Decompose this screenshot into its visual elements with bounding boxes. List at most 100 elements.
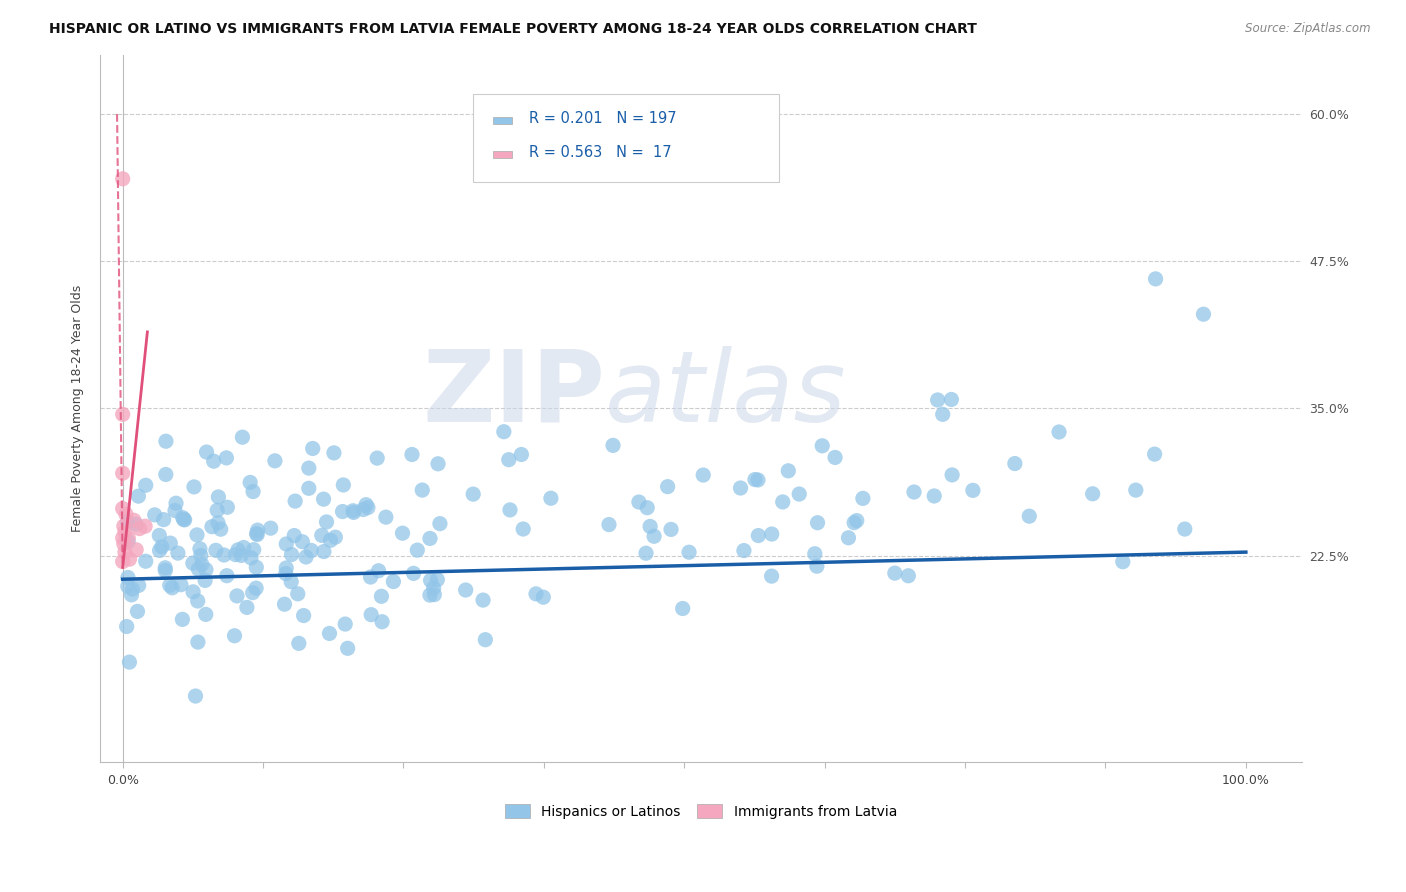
Point [155, 561, 177, 575]
Point [472, 593, 495, 607]
Point [852, 491, 875, 506]
Point [401, 448, 423, 462]
Point [342, 504, 364, 518]
Point [226, 542, 249, 557]
Point [492, 425, 515, 439]
Point [111, 501, 134, 516]
Point [242, 542, 264, 557]
Point [128, 578, 150, 592]
Point [239, 475, 262, 490]
Point [1144, 272, 1167, 286]
Point [165, 496, 187, 510]
Point [352, 502, 374, 516]
Point [301, 442, 323, 456]
Point [659, 523, 682, 537]
Point [287, 587, 309, 601]
Text: atlas: atlas [605, 346, 846, 442]
Point [111, 555, 134, 569]
Point [332, 478, 354, 492]
Point [299, 543, 322, 558]
Point [897, 568, 920, 582]
Point [1081, 487, 1104, 501]
Point [634, 546, 657, 560]
Point [173, 512, 195, 526]
Point [280, 574, 302, 589]
Point [181, 584, 204, 599]
Point [280, 548, 302, 562]
Point [148, 528, 170, 542]
Point [837, 531, 859, 545]
Point [499, 503, 522, 517]
Point [186, 528, 208, 542]
Point [128, 522, 150, 536]
Point [787, 487, 810, 501]
Point [202, 454, 225, 468]
Point [115, 619, 138, 633]
Point [194, 574, 217, 588]
Point [215, 450, 238, 465]
Point [747, 528, 769, 542]
Point [1125, 483, 1147, 497]
Point [292, 608, 315, 623]
Point [474, 632, 496, 647]
Point [325, 530, 347, 544]
Point [226, 589, 249, 603]
Point [657, 480, 679, 494]
Point [224, 629, 246, 643]
Point [429, 516, 451, 531]
Point [1192, 307, 1215, 321]
Point [127, 604, 149, 618]
Point [747, 473, 769, 487]
Point [167, 546, 190, 560]
Point [191, 558, 214, 572]
Text: HISPANIC OR LATINO VS IMMIGRANTS FROM LATVIA FEMALE POVERTY AMONG 18-24 YEAR OLD: HISPANIC OR LATINO VS IMMIGRANTS FROM LA… [49, 22, 977, 37]
Point [246, 526, 269, 541]
Point [360, 570, 382, 584]
Point [209, 522, 232, 536]
Point [231, 430, 253, 444]
Point [187, 562, 209, 576]
Point [112, 537, 135, 551]
Point [692, 468, 714, 483]
Point [117, 570, 139, 584]
Point [181, 556, 204, 570]
Point [232, 541, 254, 555]
Point [276, 537, 298, 551]
Point [135, 554, 157, 568]
Text: R = 0.563   N =  17: R = 0.563 N = 17 [529, 145, 672, 161]
Point [288, 636, 311, 650]
Point [143, 508, 166, 522]
Point [207, 516, 229, 530]
Point [733, 543, 755, 558]
Point [411, 483, 433, 497]
Point [454, 582, 477, 597]
Point [125, 542, 148, 557]
Point [806, 516, 828, 530]
Point [672, 601, 695, 615]
Point [335, 617, 357, 632]
Point [215, 568, 238, 582]
Point [772, 495, 794, 509]
Point [190, 549, 212, 563]
Point [217, 500, 239, 515]
Point [463, 487, 485, 501]
Point [170, 578, 193, 592]
Point [173, 513, 195, 527]
Point [240, 550, 263, 565]
Point [184, 689, 207, 703]
Point [135, 478, 157, 492]
Point [111, 407, 134, 421]
Point [155, 467, 177, 482]
Point [242, 585, 264, 599]
Point [845, 514, 868, 528]
Point [804, 547, 827, 561]
Point [744, 473, 766, 487]
Point [194, 607, 217, 622]
Point [367, 564, 389, 578]
Point [636, 500, 658, 515]
Point [360, 607, 382, 622]
FancyBboxPatch shape [494, 118, 512, 124]
Point [426, 573, 449, 587]
Point [231, 549, 253, 563]
Point [125, 517, 148, 532]
